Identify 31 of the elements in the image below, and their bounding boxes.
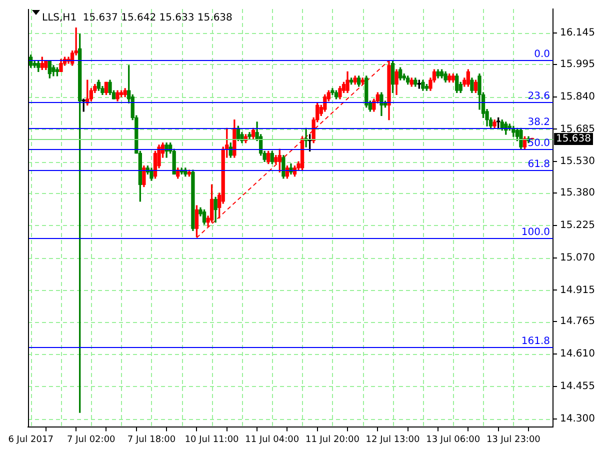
- y-tick-label: 14.610: [560, 348, 596, 360]
- x-tick-label: 13 Jul 06:00: [426, 434, 480, 445]
- y-tick-label: 15.530: [560, 156, 596, 168]
- annotation: 100.0: [521, 227, 550, 238]
- ref-line-label: 15.638: [556, 134, 592, 145]
- y-tick-label: 14.915: [560, 284, 596, 296]
- x-tick-label: 11 Jul 20:00: [305, 434, 360, 445]
- annotation: 0.0: [534, 49, 550, 60]
- x-tick-label: 7 Jul 02:00: [67, 434, 116, 445]
- y-tick-label: 16.145: [560, 28, 596, 39]
- annotation: 61.8: [528, 159, 550, 170]
- y-tick-label: 14.765: [560, 316, 596, 328]
- annotation: 38.2: [528, 117, 550, 128]
- y-tick-label: 15.685: [560, 124, 596, 135]
- annotation: 23.6: [528, 91, 550, 102]
- annotation: 50.0: [528, 138, 550, 150]
- y-tick-label: 14.455: [560, 381, 596, 392]
- y-tick-label: 15.840: [560, 91, 596, 102]
- y-tick-label: 15.995: [560, 59, 596, 70]
- y-tick-label: 15.070: [560, 252, 596, 264]
- x-tick-label: 12 Jul 13:00: [366, 434, 420, 445]
- y-tick-label: 15.380: [560, 188, 596, 199]
- x-tick-label: 7 Jul 18:00: [127, 434, 176, 445]
- chart-title: LLS,H1 15.637 15.642 15.633 15.638: [42, 12, 232, 24]
- y-tick-label: 14.300: [560, 413, 596, 424]
- x-tick-label: 6 Jul 2017: [8, 434, 54, 445]
- x-tick-label: 13 Jul 23:00: [486, 434, 541, 445]
- y-tick-label: 15.225: [560, 220, 596, 232]
- annotation: 161.8: [521, 336, 550, 348]
- x-tick-label: 11 Jul 04:00: [245, 434, 300, 445]
- x-tick-label: 10 Jul 11:00: [184, 434, 240, 445]
